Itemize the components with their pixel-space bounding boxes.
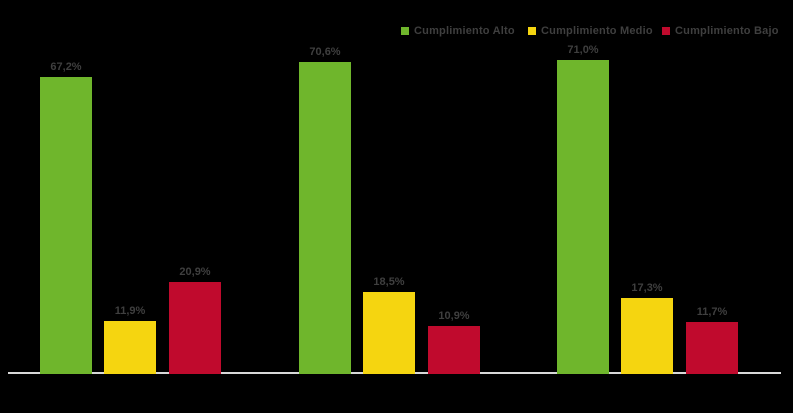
bar-cumplimiento-bajo-group-2: [428, 326, 480, 374]
legend-label-medio: Cumplimiento Medio: [541, 25, 653, 37]
bar-cumplimiento-medio-group-2: [363, 292, 415, 374]
bar-cumplimiento-bajo-group-3: [686, 322, 738, 374]
legend-label-alto: Cumplimiento Alto: [414, 25, 515, 37]
legend-swatch-bajo-icon: [662, 27, 670, 35]
bar-value-label-cumplimiento-medio-group-3: 17,3%: [631, 282, 663, 294]
bar-cumplimiento-alto-group-1: [40, 77, 92, 374]
bar-cumplimiento-alto-group-3: [557, 60, 609, 374]
legend-swatch-alto-icon: [401, 27, 409, 35]
bar-value-label-cumplimiento-bajo-group-2: 10,9%: [438, 310, 470, 322]
bar-value-label-cumplimiento-bajo-group-1: 20,9%: [179, 266, 211, 278]
bar-value-label-cumplimiento-medio-group-2: 18,5%: [373, 276, 405, 288]
legend-swatch-medio-icon: [528, 27, 536, 35]
bar-cumplimiento-alto-group-2: [299, 62, 351, 374]
bar-value-label-cumplimiento-medio-group-1: 11,9%: [114, 305, 146, 317]
legend-label-bajo: Cumplimiento Bajo: [675, 25, 779, 37]
bar-value-label-cumplimiento-alto-group-1: 67,2%: [50, 61, 82, 73]
legend-item-cumplimiento-bajo: Cumplimiento Bajo: [662, 25, 779, 37]
bar-cumplimiento-medio-group-1: [104, 321, 156, 374]
bar-value-label-cumplimiento-alto-group-2: 70,6%: [309, 46, 341, 58]
chart-legend: Cumplimiento Alto Cumplimiento Medio Cum…: [0, 0, 793, 44]
legend-item-cumplimiento-medio: Cumplimiento Medio: [528, 25, 653, 37]
bar-value-label-cumplimiento-bajo-group-3: 11,7%: [696, 306, 728, 318]
legend-item-cumplimiento-alto: Cumplimiento Alto: [401, 25, 515, 37]
bar-value-label-cumplimiento-alto-group-3: 71,0%: [567, 44, 599, 56]
bar-cumplimiento-bajo-group-1: [169, 282, 221, 374]
bar-cumplimiento-medio-group-3: [621, 298, 673, 374]
